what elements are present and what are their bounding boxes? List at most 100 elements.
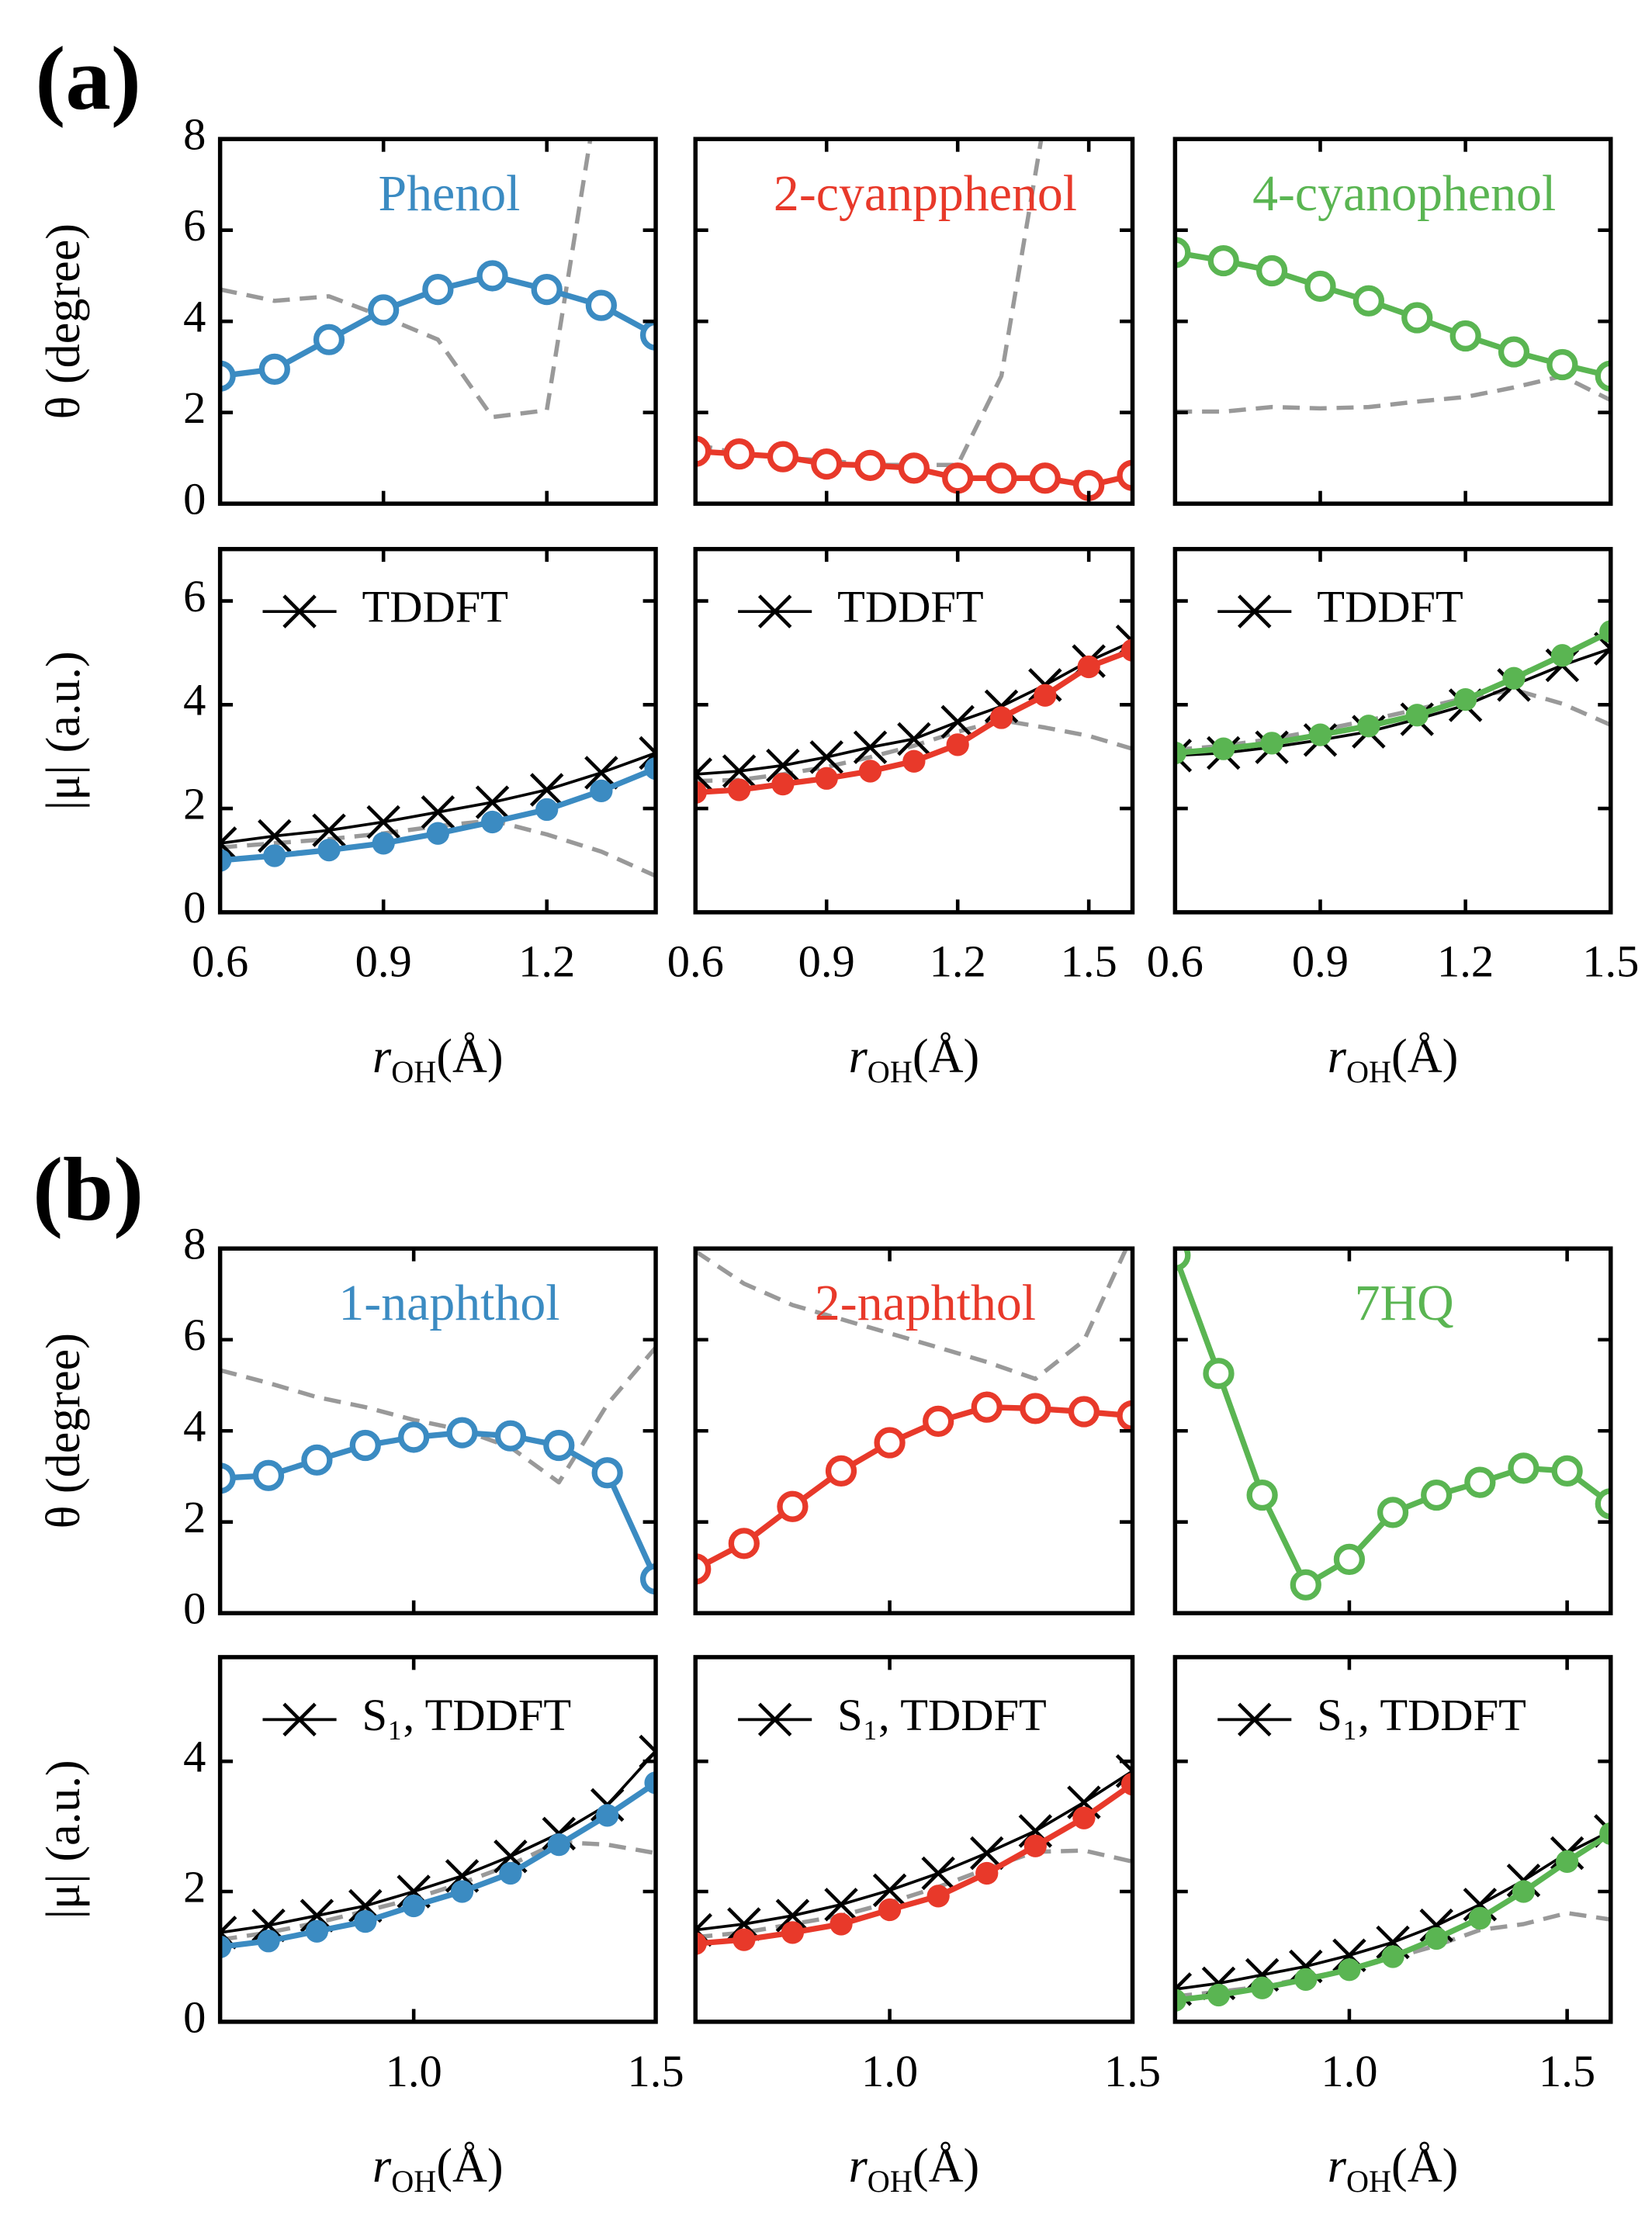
x-axis-symbol: r — [1328, 1030, 1347, 1083]
panel: 7HQ — [1172, 1246, 1613, 1615]
x-tick-label: 0.6 — [1147, 936, 1204, 987]
x-tick-label: 1.5 — [1061, 936, 1117, 987]
axes-frame — [693, 137, 1135, 506]
series-line — [695, 1770, 1133, 1932]
plot-area — [220, 1734, 656, 1958]
legend-marker — [282, 594, 317, 628]
panel-title: 7HQ — [1355, 1275, 1454, 1331]
series-line — [1175, 373, 1611, 414]
panel: 2-naphthol — [693, 1246, 1135, 1615]
open-marker — [942, 462, 974, 494]
open-marker — [1546, 348, 1578, 381]
x-marker — [766, 748, 800, 783]
filled-marker — [1260, 732, 1283, 755]
filled-marker — [220, 1935, 232, 1958]
filled-marker — [402, 1894, 425, 1918]
x-marker — [722, 754, 757, 788]
panel: 4-cyanophenol — [1172, 137, 1613, 506]
series-line — [220, 1345, 656, 1485]
open-marker — [301, 1444, 333, 1476]
y-tick-label: 2 — [183, 1861, 206, 1912]
open-marker — [1551, 1455, 1583, 1487]
x-marker — [940, 704, 975, 739]
filled-marker — [450, 1880, 474, 1903]
x-axis-subscript: OH — [868, 2164, 913, 2199]
panel: 0 2 4 6 8 Phenol θ (degree) — [37, 109, 658, 524]
panel: 0.6 0.9 1.2 0 2 4 6 TDDFT |μ| (a.u.) rOH(Å) — [37, 546, 658, 1089]
open-marker — [854, 449, 886, 481]
panel-title: 4-cyanophenol — [1252, 165, 1556, 222]
panel: 1.0 1.5 0 2 4 S₁, TDDFT |μ| (a.u.) rOH(Å) — [37, 1655, 684, 2199]
open-marker — [723, 438, 755, 470]
filled-marker — [1308, 723, 1332, 746]
filled-marker — [695, 781, 707, 804]
open-marker — [446, 1417, 478, 1449]
filled-marker — [926, 1885, 950, 1908]
plot-area — [695, 625, 1133, 804]
panel: 1.0 1.5 S₁, TDDFT rOH(Å) — [1172, 1655, 1613, 2199]
y-tick-label: 6 — [183, 571, 206, 621]
open-marker — [531, 273, 563, 306]
x-axis-subscript: OH — [1346, 2164, 1391, 2199]
y-tick-label: 0 — [183, 1584, 206, 1634]
filled-marker — [1599, 620, 1611, 643]
open-marker — [543, 1429, 575, 1462]
x-axis-symbol: r — [1328, 2140, 1347, 2193]
series-line — [1175, 249, 1611, 379]
filled-marker — [317, 838, 341, 862]
open-marker — [639, 319, 656, 351]
legend-label: S₁, TDDFT — [1317, 1690, 1526, 1740]
x-tick-label: 1.0 — [861, 2046, 918, 2096]
open-marker — [398, 1421, 430, 1453]
open-marker — [1449, 320, 1481, 352]
x-tick-label: 1.5 — [627, 2046, 684, 2096]
x-axis-symbol: r — [372, 1030, 392, 1083]
open-marker — [585, 289, 617, 321]
filled-marker — [946, 733, 969, 756]
filled-marker — [1453, 688, 1477, 711]
x-axis-unit: (Å) — [1391, 1030, 1458, 1083]
y-tick-label: 4 — [183, 1732, 206, 1782]
x-tick-label: 0.9 — [355, 936, 412, 987]
axes-frame — [693, 1655, 1135, 2024]
x-tick-label: 0.6 — [192, 936, 248, 987]
x-marker — [220, 826, 237, 860]
filled-marker — [732, 1928, 756, 1951]
y-tick-label: 2 — [183, 382, 206, 433]
x-tick-label: 1.0 — [386, 2046, 442, 2096]
panel: 1.0 1.5 S₁, TDDFT rOH(Å) — [693, 1655, 1161, 2199]
x-marker — [853, 730, 888, 764]
x-tick-label: 1.5 — [1539, 2046, 1595, 2096]
open-marker — [494, 1420, 527, 1452]
x-marker — [809, 740, 843, 774]
open-marker — [923, 1405, 954, 1438]
filled-marker — [263, 844, 286, 867]
x-marker — [251, 1908, 286, 1943]
panel-title: 2-cyanpphenol — [774, 165, 1077, 222]
x-axis-subscript: OH — [1346, 1054, 1391, 1089]
filled-marker — [1555, 1850, 1579, 1874]
open-marker — [1595, 1488, 1611, 1520]
filled-marker — [590, 779, 613, 802]
x-axis-label: rOH(Å) — [1328, 1030, 1459, 1089]
y-tick-label: 0 — [183, 474, 206, 524]
x-tick-label: 1.2 — [1437, 936, 1494, 987]
open-marker — [1498, 336, 1530, 368]
x-axis-subscript: OH — [868, 1054, 913, 1089]
y-tick-label: 8 — [183, 1219, 206, 1269]
filled-marker — [644, 1771, 656, 1795]
plot-area — [1175, 1814, 1611, 2012]
legend-label: TDDFT — [1317, 582, 1463, 632]
panel-title: 2-naphthol — [815, 1275, 1036, 1331]
open-marker — [1203, 1358, 1235, 1390]
x-marker — [921, 1856, 955, 1891]
open-marker — [1421, 1479, 1453, 1511]
x-marker — [695, 757, 712, 791]
figure-label: (a) — [35, 29, 140, 129]
axes-frame — [217, 1246, 658, 1615]
plot-area — [1175, 237, 1611, 414]
x-tick-label: 0.9 — [798, 936, 855, 987]
filled-marker — [975, 1861, 999, 1885]
filled-marker — [1175, 741, 1186, 765]
open-marker — [220, 1462, 236, 1494]
